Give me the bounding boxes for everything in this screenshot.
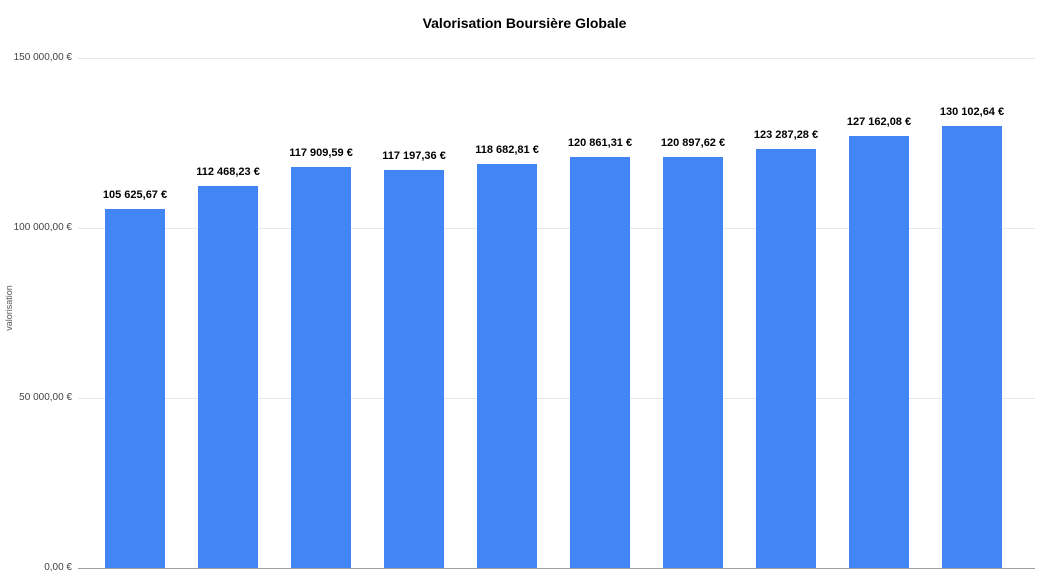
bar-value-label: 120 897,62 € bbox=[660, 137, 726, 149]
bar-value-label: 118 682,81 € bbox=[475, 144, 539, 156]
bar-value-label: 130 102,64 € bbox=[939, 106, 1005, 118]
gridline bbox=[88, 58, 1035, 59]
bar[interactable] bbox=[105, 209, 165, 568]
y-axis-tick-label: 100 000,00 € bbox=[13, 222, 72, 233]
bar[interactable] bbox=[477, 164, 537, 568]
y-axis-tick-mark bbox=[78, 398, 88, 399]
bar[interactable] bbox=[291, 167, 351, 568]
plot-area: 105 625,67 € 112 468,23 € 117 909,59 € 117 … bbox=[78, 58, 1035, 569]
bar[interactable] bbox=[198, 186, 258, 568]
bar-value-label: 105 625,67 € bbox=[102, 189, 168, 201]
y-axis-tick-mark bbox=[78, 228, 88, 229]
bar[interactable] bbox=[570, 157, 630, 568]
y-axis-tick-mark bbox=[78, 58, 88, 59]
bar-value-label: 123 287,28 € bbox=[753, 129, 819, 141]
bar-value-label: 117 197,36 € bbox=[382, 150, 446, 162]
gridline bbox=[88, 398, 1035, 399]
y-axis-tick-label: 50 000,00 € bbox=[19, 392, 72, 403]
y-axis-tick-label: 0,00 € bbox=[44, 562, 72, 573]
bar[interactable] bbox=[756, 149, 816, 568]
bar[interactable] bbox=[663, 157, 723, 568]
gridline bbox=[88, 228, 1035, 229]
bar-value-label: 117 909,59 € bbox=[289, 147, 353, 159]
bar[interactable] bbox=[849, 136, 909, 568]
bar[interactable] bbox=[942, 126, 1002, 568]
bar-value-label: 120 861,31 € bbox=[567, 137, 633, 149]
chart-title: Valorisation Boursière Globale bbox=[422, 15, 627, 31]
y-axis-tick-label: 150 000,00 € bbox=[13, 52, 72, 63]
x-axis-baseline bbox=[88, 568, 1035, 569]
bar-value-label: 112 468,23 € bbox=[196, 166, 260, 178]
bar-value-label: 127 162,08 € bbox=[846, 116, 912, 128]
bar[interactable] bbox=[384, 170, 444, 568]
y-axis-title: valorisation bbox=[4, 285, 14, 331]
y-axis-tick-mark bbox=[78, 568, 88, 569]
